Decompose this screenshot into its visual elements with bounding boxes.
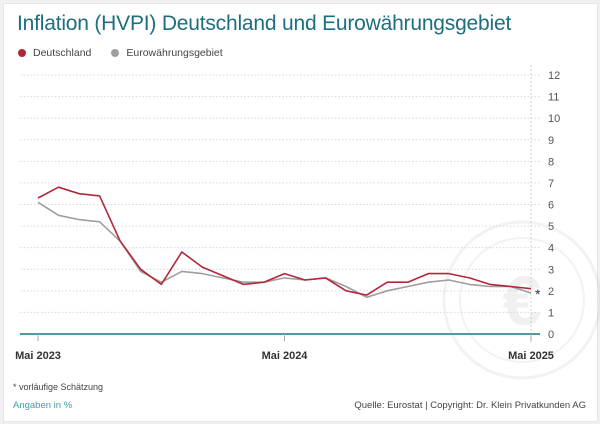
legend-dot-eurozone [111,49,120,57]
chart-card: Inflation (HVPI) Deutschland und Eurowäh… [3,3,598,422]
series-line-deutschland [37,186,532,296]
svg-text:€: € [503,262,542,340]
legend: Deutschland Eurowährungsgebiet [18,47,223,59]
y-tick-label: 3 [548,264,554,276]
source-credit: Quelle: Eurostat | Copyright: Dr. Klein … [354,400,586,411]
estimate-asterisk: * [535,286,541,302]
y-tick-label: 5 [548,221,554,233]
legend-item-deutschland[interactable]: Deutschland [18,47,91,59]
legend-label: Deutschland [33,47,92,59]
y-tick-label: 10 [548,113,560,125]
series-line-eurowährungsgebiet [37,201,532,299]
y-tick-label: 9 [548,135,554,147]
legend-label: Eurowährungsgebiet [126,47,223,59]
y-tick-label: 0 [548,329,554,341]
x-tick-label: Mai 2023 [15,350,61,362]
chart-title: Inflation (HVPI) Deutschland und Eurowäh… [17,12,512,35]
y-tick-label: 6 [548,200,554,212]
y-tick-label: 7 [548,178,554,190]
footnote: * vorläufige Schätzung [13,382,104,392]
legend-dot-deutschland [18,49,26,57]
euro-watermark-icon: € [442,220,600,380]
y-tick-label: 8 [548,156,554,168]
y-tick-label: 2 [548,286,554,298]
legend-item-eurozone[interactable]: Eurowährungsgebiet [111,47,223,59]
y-tick-label: 11 [548,92,559,104]
x-tick-label: Mai 2025 [508,350,554,362]
y-tick-label: 1 [548,307,554,319]
x-tick-label: Mai 2024 [262,350,309,362]
unit-note: Angaben in % [13,400,73,411]
y-tick-label: 12 [548,70,560,82]
y-tick-label: 4 [548,243,554,255]
